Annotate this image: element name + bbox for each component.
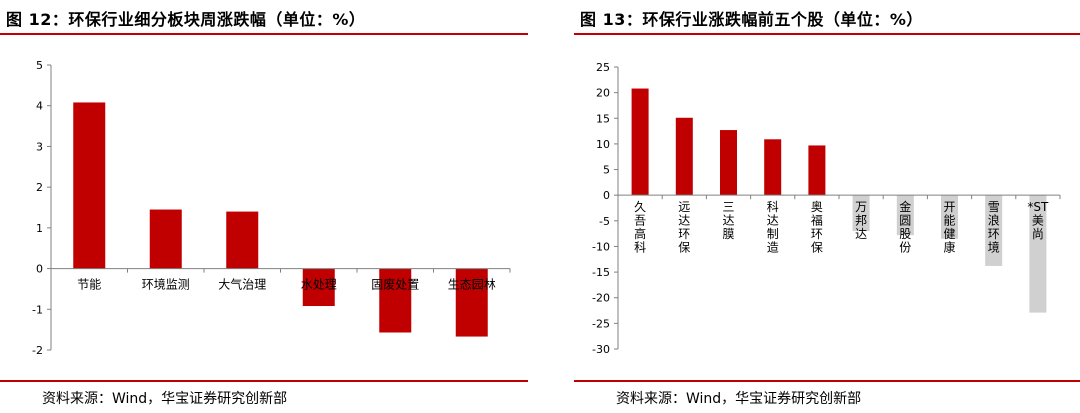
y-tick-label: -5: [599, 215, 610, 228]
category-label: 环境监测: [142, 277, 190, 292]
bar: [226, 211, 259, 269]
bar: [73, 102, 106, 269]
category-label: 三达膜: [722, 200, 734, 241]
y-tick-label: -1: [32, 303, 43, 316]
left-bottom-rule: [0, 380, 528, 382]
bar: [985, 195, 1003, 266]
left-source-note: 资料来源：Wind，华宝证券研究创新部: [42, 391, 288, 407]
y-tick-label: -30: [592, 343, 610, 356]
y-tick-label: 5: [36, 59, 43, 72]
y-tick-label: 15: [596, 112, 610, 125]
y-tick-label: 0: [603, 189, 610, 202]
right-bottom-rule: [574, 380, 1080, 382]
left-top-rule: [0, 33, 528, 35]
y-tick-label: 2: [36, 181, 43, 194]
y-tick-label: 5: [603, 164, 610, 177]
left-chart-title: 图 12：环保行业细分板块周涨跌幅（单位：%）: [6, 10, 366, 29]
category-label: 万邦达: [855, 200, 867, 241]
category-label: 水处理: [301, 278, 337, 292]
bar: [675, 117, 693, 196]
bar: [1029, 195, 1047, 313]
y-tick-label: 20: [596, 87, 610, 100]
y-tick-label: -2: [32, 344, 43, 357]
category-label: 节能: [77, 278, 101, 292]
right-chart-title: 图 13：环保行业涨跌幅前五个股（单位：%）: [580, 10, 923, 29]
right-bar-chart: 25 20 15 10 5 0 -5 -10 -15 -20 -25 -30 久吾高科 远达环保 三达膜 科达…: [592, 61, 1061, 356]
bar: [379, 268, 412, 333]
y-tick-label: 25: [596, 61, 610, 74]
category-label: 久吾高科: [634, 200, 646, 255]
category-label: *ST 美尚: [1027, 200, 1049, 241]
left-bar-chart: 5 4 3 2 1 0 -1 -2 节能 环境监测 大气治理 水处理 固废处置 生态园林: [32, 59, 511, 357]
category-label: 固废处置: [371, 277, 419, 292]
y-tick-label: -15: [592, 266, 610, 279]
bar: [455, 268, 488, 337]
bar: [302, 268, 335, 307]
right-chart-panel: 图 13：环保行业涨跌幅前五个股（单位：%） 25 20 15 10 5 0 -5 -10 -1…: [574, 0, 1080, 413]
category-label: 远达环保: [678, 200, 690, 255]
y-tick-label: 3: [36, 140, 43, 153]
y-tick-label: -25: [592, 317, 610, 330]
left-chart-panel: 图 12：环保行业细分板块周涨跌幅（单位：%） 5 4 3 2 1 0 -1 -2 节能 环境监测…: [0, 0, 528, 413]
right-source-note: 资料来源：Wind，华宝证券研究创新部: [616, 391, 862, 407]
y-tick-label: -20: [592, 292, 610, 305]
category-label: 奥福环保: [811, 200, 823, 255]
bar: [631, 88, 649, 196]
bar: [896, 195, 914, 236]
y-tick-label: 4: [36, 100, 43, 113]
category-label: 开能健康: [943, 200, 955, 255]
bar: [941, 195, 958, 239]
bar: [764, 139, 782, 196]
category-label: 金圆股份: [899, 199, 911, 255]
y-tick-label: 1: [36, 222, 43, 235]
y-tick-label: -10: [592, 240, 610, 253]
category-label: 生态园林: [448, 278, 496, 292]
category-label: 雪浪环境: [988, 200, 1000, 255]
y-tick-label: 0: [36, 263, 43, 276]
bar: [852, 195, 870, 232]
bar: [720, 130, 737, 196]
bar: [149, 209, 182, 269]
right-top-rule: [574, 33, 1080, 35]
category-label: 大气治理: [218, 277, 266, 292]
bar: [808, 145, 826, 196]
y-tick-label: 10: [596, 138, 610, 151]
category-label: 科达制造: [767, 200, 779, 255]
